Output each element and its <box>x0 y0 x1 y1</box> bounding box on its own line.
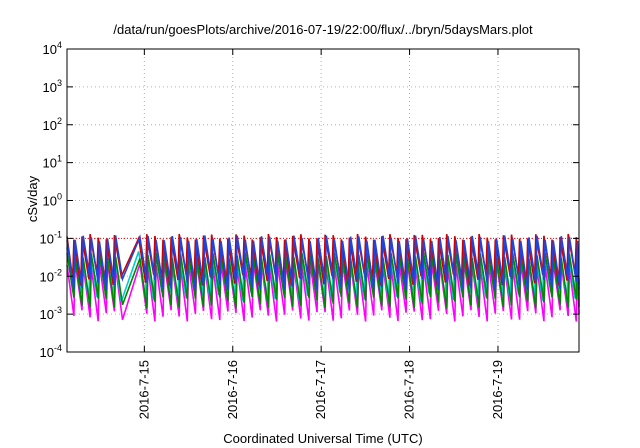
x-tick-label: 2016-7-16 <box>225 360 240 419</box>
x-tick-label: 2016-7-15 <box>136 360 151 419</box>
x-tick-label: 2016-7-18 <box>402 360 417 419</box>
x-tick-label: 2016-7-19 <box>490 360 505 419</box>
y-tick-labels: 10-4 10-3 10-2 10-1 100 101 102 103 104 <box>40 40 579 360</box>
y-tick-label: 10-4 <box>40 343 62 360</box>
series-group <box>66 233 580 322</box>
y-tick-label: 10-1 <box>40 229 62 246</box>
y-tick-label: 103 <box>43 78 62 95</box>
y-tick-label: 101 <box>43 154 62 171</box>
y-tick-label: 10-2 <box>40 267 62 284</box>
y-tick-label: 104 <box>43 40 62 57</box>
series-line <box>66 234 580 291</box>
plot-frame <box>66 48 580 353</box>
x-tick-label: 2016-7-17 <box>313 360 328 419</box>
y-tick-label: 10-3 <box>40 305 62 322</box>
x-tick-labels: 2016-7-15 2016-7-16 2016-7-17 2016-7-18 2016… <box>136 49 505 419</box>
series-line <box>66 233 580 286</box>
chart-title: /data/run/goesPlots/archive/2016-07-19/2… <box>113 22 533 37</box>
x-axis-label: Coordinated Universal Time (UTC) <box>223 431 422 446</box>
y-tick-label: 100 <box>43 192 62 209</box>
y-axis-label: cSv/day <box>25 175 40 222</box>
y-tick-label: 102 <box>43 116 62 133</box>
